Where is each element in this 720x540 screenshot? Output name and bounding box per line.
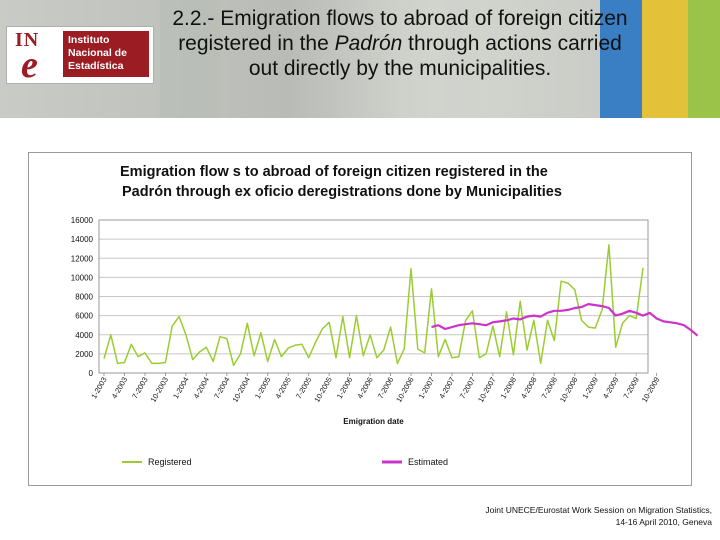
ine-name-line2: Nacional de [68,47,127,59]
ine-logo-name: Instituto Nacional de Estadística [63,31,149,77]
x-tick-label: 7-2007 [458,376,477,401]
slide-title-prefix: 2.2.- Emigration flows to abroad of fore… [172,7,628,55]
legend-label-registered: Registered [148,457,192,467]
y-tick-label: 6000 [75,312,93,321]
x-tick-label: 7-2008 [540,376,559,401]
legend-label-estimated: Estimated [408,457,448,467]
x-tick-label: 7-2003 [130,376,149,401]
chart-title-line2: Padrón through ex oficio deregistrations… [122,184,562,200]
x-tick-label: 10-2006 [394,376,416,404]
footer-note: Joint UNECE/Eurostat Work Session on Mig… [485,504,712,528]
slide-title: 2.2.- Emigration flows to abroad of fore… [165,6,635,81]
y-tick-label: 10000 [71,273,94,282]
x-tick-label: 4-2008 [519,376,538,401]
y-tick-label: 2000 [75,350,93,359]
chart-title: Emigration flow s to abroad of foreign c… [120,162,620,202]
ine-acronym-bottom: e [21,44,38,86]
banner-stripe [688,0,720,118]
plot-area [98,219,649,374]
x-tick-label: 4-2003 [110,376,129,401]
banner-stripe [160,0,220,118]
x-tick-label: 1-2003 [89,376,108,401]
banner-stripe [600,0,642,118]
ine-logo: IN e Instituto Nacional de Estadística [6,26,154,86]
x-tick-label: 7-2006 [376,376,395,401]
header-banner: IN e Instituto Nacional de Estadística 2… [0,0,720,118]
slide-title-italic: Padrón [334,32,403,55]
ine-name-line1: Instituto [68,34,110,46]
y-tick-label: 0 [89,369,94,378]
x-tick-label: 1-2005 [253,376,272,401]
series-line-registered [103,244,644,367]
y-tick-label: 16000 [71,216,94,225]
x-axis-label: Emigration date [343,417,404,426]
x-tick-label: 7-2004 [212,376,231,401]
x-tick-label: 7-2005 [294,376,313,401]
y-tick-label: 12000 [71,254,94,263]
ine-acronym-top: IN [15,29,40,51]
y-tick-label: 8000 [75,293,93,302]
x-tick-label: 4-2007 [437,376,456,401]
x-tick-label: 10-2003 [149,376,171,404]
footer-line2: 14-16 April 2010, Geneva [615,517,712,527]
x-tick-label: 4-2009 [601,376,620,401]
x-tick-label: 1-2006 [335,376,354,401]
x-tick-label: 10-2008 [558,376,580,404]
x-tick-label: 10-2004 [230,376,252,404]
x-tick-label: 10-2007 [476,376,498,404]
x-tick-label: 4-2005 [273,376,292,401]
x-tick-label: 10-2005 [312,376,334,404]
x-tick-label: 4-2004 [192,376,211,401]
x-tick-label: 4-2006 [355,376,374,401]
chart-title-line1: Emigration flow s to abroad of foreign c… [120,164,548,180]
x-tick-label: 10-2009 [640,376,662,404]
y-tick-label: 14000 [71,235,94,244]
series-line-estimated [431,303,699,337]
x-tick-label: 7-2009 [621,376,640,401]
ine-logo-mark: IN e [13,29,63,86]
x-tick-label: 1-2009 [580,376,599,401]
ine-name-line3: Estadística [68,60,124,72]
footer-line1: Joint UNECE/Eurostat Work Session on Mig… [485,505,712,515]
slide-title-suffix: through actions carried out directly by … [248,32,622,80]
banner-stripe [400,0,480,118]
x-tick-label: 1-2004 [171,376,190,401]
x-tick-label: 1-2007 [417,376,436,401]
y-tick-label: 4000 [75,331,93,340]
x-tick-label: 1-2008 [499,376,518,401]
banner-stripe [642,0,688,118]
